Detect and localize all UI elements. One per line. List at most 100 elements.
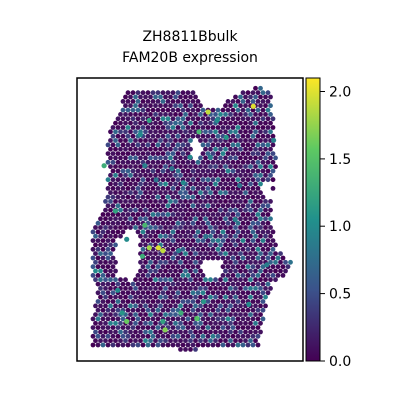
tissue-spot bbox=[150, 281, 156, 287]
tissue-spot bbox=[130, 125, 136, 130]
tissue-spot bbox=[115, 299, 121, 304]
tissue-spot bbox=[268, 146, 273, 152]
tissue-spot bbox=[123, 294, 128, 300]
tissue-spot bbox=[243, 138, 248, 143]
tissue-spot bbox=[150, 90, 156, 96]
tissue-spot bbox=[203, 242, 208, 248]
tissue-spot bbox=[255, 125, 261, 130]
tissue-spot bbox=[98, 268, 103, 274]
tissue-spot bbox=[258, 286, 263, 291]
tissue-spot bbox=[163, 207, 168, 213]
tissue-spot bbox=[178, 286, 183, 291]
tissue-spot bbox=[258, 138, 263, 143]
tissue-spot bbox=[195, 194, 201, 200]
tissue-spot bbox=[163, 312, 168, 317]
tissue-spot bbox=[123, 277, 128, 283]
tissue-spot bbox=[195, 264, 201, 270]
tissue-spot bbox=[135, 325, 141, 330]
tissue-spot bbox=[250, 299, 256, 304]
tissue-spot bbox=[103, 233, 108, 239]
tissue-spot bbox=[155, 186, 161, 191]
tissue-spot bbox=[160, 151, 166, 157]
expression-spot bbox=[232, 216, 238, 223]
tissue-spot bbox=[198, 207, 203, 213]
tissue-spot bbox=[158, 312, 163, 317]
tissue-spot bbox=[153, 155, 158, 161]
tissue-spot bbox=[115, 220, 121, 226]
tissue-spot bbox=[205, 229, 211, 235]
tissue-spot bbox=[270, 133, 276, 139]
tissue-spot bbox=[128, 190, 133, 196]
tissue-spot bbox=[185, 142, 191, 148]
tissue-spot bbox=[138, 138, 143, 143]
tissue-spot bbox=[230, 307, 236, 313]
chart-title-line2: FAM20B expression bbox=[122, 50, 258, 66]
tissue-spot bbox=[208, 277, 213, 283]
tissue-spot bbox=[178, 225, 183, 230]
tissue-spot bbox=[223, 199, 228, 204]
tissue-spot bbox=[250, 107, 256, 113]
tissue-spot bbox=[248, 286, 253, 291]
tissue-spot bbox=[270, 246, 276, 252]
expression-spot bbox=[194, 315, 200, 322]
tissue-spot bbox=[185, 99, 191, 104]
tissue-spot bbox=[218, 320, 223, 326]
tissue-spot bbox=[215, 238, 221, 244]
tissue-spot bbox=[203, 303, 208, 309]
tissue-spot bbox=[118, 112, 123, 117]
tissue-spot bbox=[240, 90, 246, 96]
tissue-spot bbox=[168, 129, 173, 135]
tissue-spot bbox=[153, 294, 158, 300]
tissue-spot bbox=[215, 125, 221, 130]
tissue-spot bbox=[195, 229, 201, 235]
tissue-spot bbox=[103, 294, 108, 300]
tissue-spot bbox=[218, 199, 223, 204]
tissue-spot bbox=[138, 242, 143, 248]
tissue-spot bbox=[188, 268, 193, 274]
tissue-spot bbox=[185, 264, 191, 270]
tissue-spot bbox=[268, 103, 273, 109]
tissue-spot bbox=[170, 299, 176, 304]
tissue-spot bbox=[150, 316, 156, 322]
tissue-spot bbox=[273, 277, 278, 283]
tissue-spot bbox=[205, 159, 211, 165]
tissue-spot bbox=[140, 316, 146, 322]
tissue-spot bbox=[250, 90, 256, 96]
tissue-spot bbox=[240, 255, 246, 261]
tissue-spot bbox=[105, 203, 111, 209]
tissue-spot bbox=[158, 164, 163, 170]
tissue-spot bbox=[230, 142, 236, 148]
tissue-spot bbox=[105, 177, 111, 183]
tissue-spot bbox=[248, 120, 253, 126]
tissue-spot bbox=[250, 177, 256, 183]
tissue-spot bbox=[163, 190, 168, 196]
tissue-spot bbox=[213, 294, 218, 300]
tissue-spot bbox=[158, 338, 163, 344]
tissue-spot bbox=[165, 168, 171, 174]
tissue-spot bbox=[178, 329, 183, 335]
tissue-spot bbox=[215, 107, 221, 113]
tissue-spot bbox=[210, 107, 216, 113]
tissue-spot bbox=[200, 168, 206, 174]
tissue-spot bbox=[200, 220, 206, 226]
tissue-spot bbox=[253, 155, 258, 161]
tissue-spot bbox=[133, 155, 138, 161]
tissue-spot bbox=[173, 329, 178, 335]
tissue-spot bbox=[205, 281, 211, 287]
tissue-spot bbox=[165, 186, 171, 191]
tissue-spot bbox=[230, 281, 236, 287]
tissue-spot bbox=[140, 246, 146, 252]
tissue-spot bbox=[115, 325, 121, 330]
tissue-spot bbox=[255, 159, 261, 165]
tissue-spot bbox=[110, 186, 116, 191]
tissue-spot bbox=[153, 225, 158, 230]
tissue-spot bbox=[208, 312, 213, 317]
tissue-spot bbox=[100, 264, 106, 270]
tissue-spot bbox=[95, 238, 101, 244]
tissue-spot bbox=[175, 125, 181, 130]
tissue-spot bbox=[163, 294, 168, 300]
tissue-spot bbox=[258, 94, 263, 100]
tissue-spot bbox=[170, 264, 176, 270]
tissue-spot bbox=[240, 307, 246, 313]
tissue-spot bbox=[168, 268, 173, 274]
